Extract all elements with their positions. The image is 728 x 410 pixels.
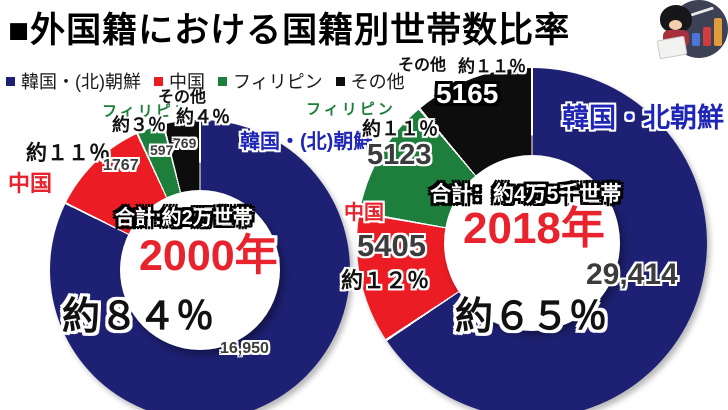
- donut-chart-2000: [50, 120, 350, 410]
- year-2000: 2000年: [139, 232, 278, 280]
- legend-item-china: 中国: [154, 68, 205, 94]
- year-2018: 2018年: [463, 204, 605, 253]
- legend-label-china: 中国: [169, 72, 205, 92]
- value-2018-philippines: 5123: [367, 139, 432, 171]
- avatar-chart-bar-blue: [692, 33, 700, 46]
- label-2000-philippines: フィリピン: [102, 103, 192, 120]
- legend-label-philippines: フィリピン: [233, 72, 323, 92]
- avatar-chart-bar-red: [703, 27, 711, 46]
- pct-2000-philippines: 約３％: [112, 115, 166, 135]
- value-2000-other: 769: [173, 135, 197, 151]
- label-2018-korea: 韓国・北朝鮮: [562, 103, 724, 133]
- label-2000-china: 中国: [8, 171, 53, 196]
- donut-2000-hole: [120, 190, 280, 350]
- legend-label-korea: 韓国・(北)朝鮮: [21, 72, 141, 92]
- pct-2018-other: 約１１％: [458, 57, 526, 76]
- avatar-chart-bar-orange: [714, 18, 722, 46]
- presenter-avatar-icon: [656, 0, 728, 60]
- value-2018-other: 5165: [436, 78, 499, 109]
- legend-label-other: その他: [350, 72, 405, 92]
- label-2018-philippines: フィリピン: [306, 101, 396, 118]
- label-2018-other: その他: [398, 57, 447, 74]
- pct-2018-china: 約１２％: [341, 268, 430, 293]
- value-2000-philippines: 597: [150, 142, 174, 158]
- value-2000-korea: 16,950: [220, 340, 269, 357]
- value-2018-korea: 29,414: [586, 258, 678, 291]
- pct-2018-philippines: 約１１％: [362, 119, 439, 140]
- legend-item-other: その他: [335, 68, 405, 94]
- legend-swatch-korea: [6, 76, 15, 86]
- legend: 韓国・(北)朝鮮 中国 フィリピン その他: [6, 68, 405, 94]
- value-2000-china: 1767: [103, 157, 139, 174]
- label-2000-other: その他: [158, 89, 207, 106]
- pct-2000-korea: 約８４％: [62, 296, 215, 338]
- legend-swatch-philippines: [218, 76, 227, 86]
- total-2018: 合計：約4万5千世帯: [430, 183, 622, 206]
- avatar-character-face: [669, 20, 682, 30]
- legend-item-philippines: フィリピン: [218, 68, 323, 94]
- total-2000: 合計:約2万世帯: [115, 207, 253, 229]
- legend-swatch-china: [154, 76, 163, 86]
- value-2018-china: 5405: [357, 228, 426, 263]
- label-2018-china: 中国: [344, 202, 384, 224]
- page-title: ■外国籍における国籍別世帯数比率: [8, 11, 571, 50]
- donut-chart-2018: [357, 68, 707, 410]
- pct-2000-china: 約１１％: [26, 142, 110, 165]
- pct-2000-other: 約４％: [176, 107, 230, 127]
- legend-item-korea: 韓国・(北)朝鮮: [6, 68, 141, 94]
- label-2000-korea: 韓国・(北)朝鮮: [240, 131, 374, 153]
- avatar-laptop-icon: [656, 35, 688, 60]
- donut-2018-hole: [444, 155, 620, 331]
- legend-swatch-other: [335, 76, 345, 86]
- pct-2018-korea: 約６５％: [455, 296, 608, 338]
